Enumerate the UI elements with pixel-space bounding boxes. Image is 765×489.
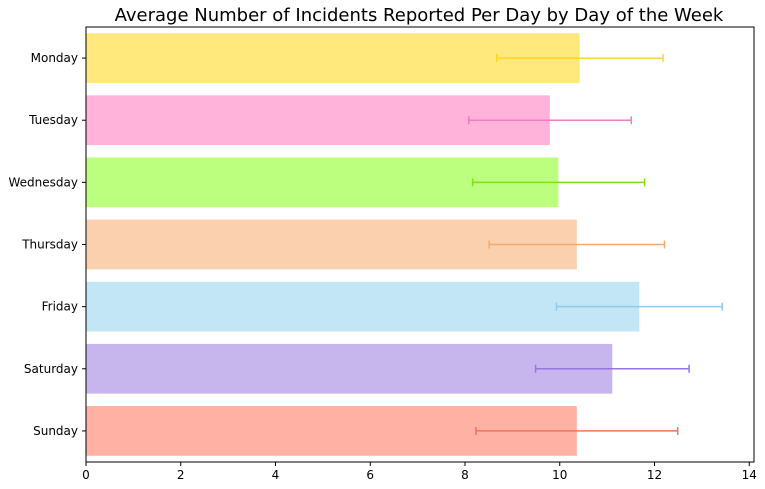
x-tick-label-12: 12 <box>647 468 662 482</box>
y-tick-label-thursday: Thursday <box>21 238 78 252</box>
error-bar-thursday <box>488 240 666 249</box>
error-bar-tuesday <box>468 116 633 125</box>
x-tick-label-14: 14 <box>742 468 757 482</box>
error-bar-friday <box>555 302 724 311</box>
x-tick-label-8: 8 <box>461 468 469 482</box>
error-bars-layer <box>468 54 724 435</box>
bars-layer <box>86 33 640 456</box>
y-axis: Monday Tuesday Wednesday Thursday Friday Satu… <box>9 51 86 438</box>
x-tick-label-6: 6 <box>366 468 374 482</box>
x-axis: 0 2 4 6 8 10 12 14 <box>82 462 757 482</box>
x-tick-label-10: 10 <box>552 468 567 482</box>
y-tick-label-wednesday: Wednesday <box>9 175 78 189</box>
x-tick-label-4: 4 <box>272 468 280 482</box>
y-tick-label-sunday: Sunday <box>33 424 78 438</box>
error-bar-sunday <box>475 426 679 435</box>
y-tick-label-tuesday: Tuesday <box>28 113 78 127</box>
chart-title: Average Number of Incidents Reported Per… <box>115 5 724 26</box>
error-bar-wednesday <box>471 178 646 187</box>
y-tick-label-monday: Monday <box>31 51 78 65</box>
y-tick-label-saturday: Saturday <box>24 362 78 376</box>
bar-friday <box>86 281 640 332</box>
y-tick-label-friday: Friday <box>42 300 78 314</box>
bar-saturday <box>86 343 613 394</box>
x-tick-label-2: 2 <box>177 468 185 482</box>
error-bar-monday <box>495 54 664 63</box>
error-bar-saturday <box>534 364 690 373</box>
x-tick-label-0: 0 <box>82 468 90 482</box>
